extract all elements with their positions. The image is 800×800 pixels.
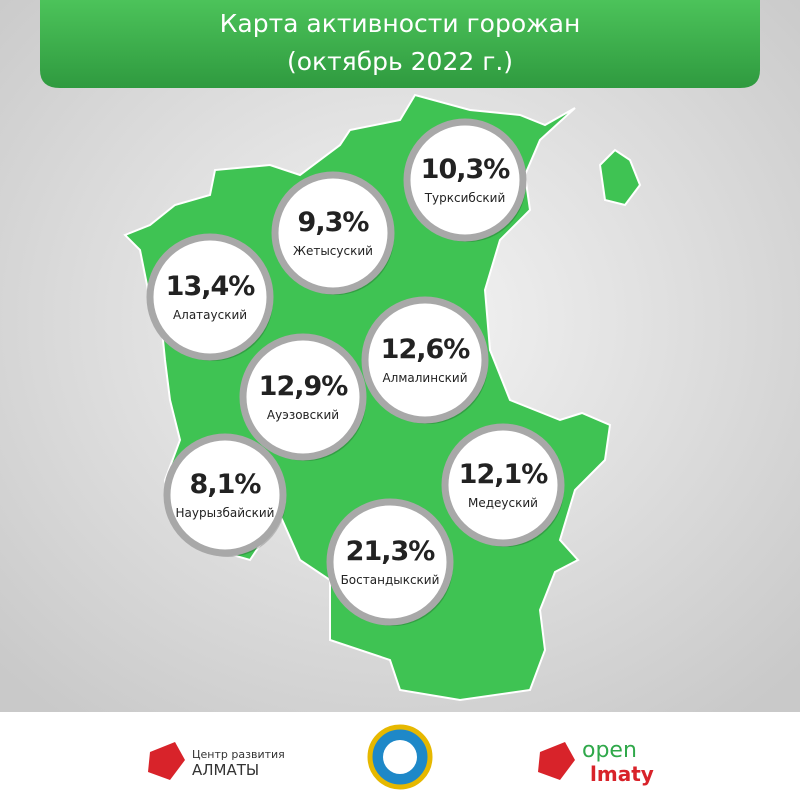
badge-circle [441, 423, 565, 547]
left-logo: Центр развития АЛМАТЫ [148, 742, 285, 780]
map-island [598, 148, 642, 207]
district-badge: 12,6% Алмалинский [361, 296, 489, 424]
district-value: 10,3% [421, 154, 511, 185]
district-badge: 8,1% Наурызбайский [163, 433, 287, 557]
district-name: Турксибский [424, 191, 506, 205]
badge-circle [163, 433, 287, 557]
district-badge: 12,9% Ауэзовский [239, 333, 367, 461]
subtitle: (октябрь 2022 г.) [287, 47, 513, 76]
badge-circle [146, 233, 274, 361]
district-value: 21,3% [346, 536, 436, 567]
logo-text: open [582, 738, 637, 763]
title-banner [40, 0, 760, 88]
district-value: 9,3% [298, 207, 370, 238]
logo-icon [538, 742, 575, 780]
badge-circle [326, 498, 454, 626]
logo-text: АЛМАТЫ [192, 761, 259, 779]
city-emblem [367, 724, 433, 790]
title: Карта активности горожан [220, 9, 581, 38]
district-name: Бостандыкский [341, 573, 440, 587]
district-name: Жетысуский [293, 244, 373, 258]
badge-circle [271, 171, 395, 295]
logo-text: lmaty [590, 762, 654, 786]
district-badge: 12,1% Медеуский [441, 423, 565, 547]
district-badge: 13,4% Алатауский [146, 233, 274, 361]
district-badge: 21,3% Бостандыкский [326, 498, 454, 626]
badge-circle [361, 296, 489, 424]
district-value: 8,1% [190, 469, 262, 500]
district-value: 12,6% [381, 334, 471, 365]
right-logo: open lmaty [538, 738, 654, 786]
district-name: Медеуский [468, 496, 538, 510]
district-value: 12,9% [259, 371, 349, 402]
district-value: 13,4% [166, 271, 256, 302]
logo-text: Центр развития [192, 748, 285, 761]
district-name: Наурызбайский [176, 506, 275, 520]
district-badge: 10,3% Турксибский [403, 118, 527, 242]
district-name: Алатауский [173, 308, 247, 322]
badge-circle [403, 118, 527, 242]
district-name: Алмалинский [382, 371, 467, 385]
logo-icon [148, 742, 185, 780]
district-name: Ауэзовский [267, 408, 339, 422]
district-value: 12,1% [459, 459, 549, 490]
badge-circle [239, 333, 367, 461]
district-badge: 9,3% Жетысуский [271, 171, 395, 295]
